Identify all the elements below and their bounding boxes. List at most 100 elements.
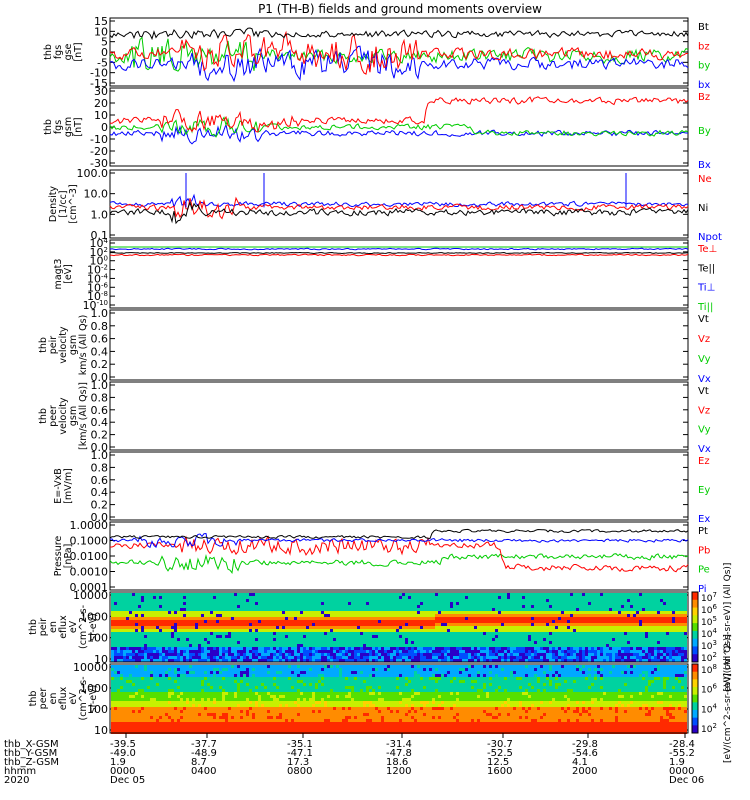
spectrogram-cell	[510, 608, 513, 611]
spectrogram-cell	[135, 698, 138, 701]
spectrogram-cell	[111, 695, 114, 698]
spectrogram-cell	[180, 659, 183, 662]
spectrogram-cell	[387, 638, 390, 641]
spectrogram-cell	[510, 611, 513, 614]
spectrogram-cell	[378, 611, 381, 614]
spectrogram-cell	[540, 617, 543, 620]
spectrogram-cell	[621, 638, 624, 641]
spectrogram-cell	[645, 632, 648, 635]
spectrogram-cell	[453, 626, 456, 629]
spectrogram-cell	[135, 719, 138, 722]
spectrogram-cell	[507, 635, 510, 638]
spectrogram-cell	[117, 656, 120, 659]
spectrogram-cell	[330, 638, 333, 641]
spectrogram-cell	[498, 656, 501, 659]
y-tick-label: 1.0	[91, 208, 109, 221]
spectrogram-cell	[330, 602, 333, 605]
spectrogram-cell	[537, 623, 540, 626]
spectrogram-cell	[459, 656, 462, 659]
spectrogram-cell	[552, 599, 555, 602]
spectrogram-cell	[615, 638, 618, 641]
spectrogram-cell	[627, 629, 630, 632]
spectrogram-cell	[141, 593, 144, 596]
spectrogram-cell	[252, 623, 255, 626]
spectrogram-cell	[192, 632, 195, 635]
spectrogram-cell	[117, 695, 120, 698]
spectrogram-cell	[669, 653, 672, 656]
spectrogram-cell	[345, 650, 348, 653]
spectrogram-cell	[114, 689, 117, 692]
y-axis-label: sr-eV)	[88, 613, 99, 641]
spectrogram-cell	[459, 620, 462, 623]
spectrogram-cell	[426, 641, 429, 644]
spectrogram-cell	[681, 611, 684, 614]
spectrogram-cell	[240, 617, 243, 620]
y-axis-label: peer	[38, 688, 49, 710]
spectrogram-cell	[255, 596, 258, 599]
spectrogram-cell	[195, 626, 198, 629]
spectrogram-cell	[489, 656, 492, 659]
spectrogram-cell	[342, 653, 345, 656]
spectrogram-cell	[189, 617, 192, 620]
spectrogram-cell	[663, 656, 666, 659]
spectrogram-cell	[681, 641, 684, 644]
spectrogram-cell	[369, 656, 372, 659]
spectrogram-cell	[465, 623, 468, 626]
spectrogram-cell	[363, 647, 366, 650]
spectrogram-cell	[423, 617, 426, 620]
spectrogram-cell	[504, 623, 507, 626]
spectrogram-cell	[576, 611, 579, 614]
spectrogram-cell	[144, 680, 147, 683]
spectrogram-cell	[582, 644, 585, 647]
spectrogram-cell	[519, 632, 522, 635]
spectrogram-cell	[684, 635, 687, 638]
spectrogram-cell	[510, 626, 513, 629]
spectrogram-cell	[348, 617, 351, 620]
spectrogram-cell	[162, 632, 165, 635]
spectrogram-cell	[390, 602, 393, 605]
spectrogram-cell	[636, 650, 639, 653]
legend-entry: Bt	[698, 22, 709, 33]
spectrogram-cell	[252, 647, 255, 650]
series-pe	[109, 553, 689, 575]
spectrogram-cell	[348, 632, 351, 635]
spectrogram-cell	[591, 620, 594, 623]
plot-frame	[109, 521, 689, 591]
spectrogram-cell	[564, 656, 567, 659]
spectrogram-cell	[321, 656, 324, 659]
spectrogram-cell	[669, 593, 672, 596]
spectrogram-cell	[465, 644, 468, 647]
spectrogram-cell	[435, 611, 438, 614]
spectrogram-cell	[510, 641, 513, 644]
spectrogram-cell	[516, 605, 519, 608]
spectrogram-cell	[672, 608, 675, 611]
spectrogram-cell	[501, 626, 504, 629]
spectrogram-cell	[138, 716, 141, 719]
spectrogram-cell	[309, 653, 312, 656]
spectrogram-cell	[252, 632, 255, 635]
spectrogram-cell	[282, 611, 285, 614]
spectrogram-cell	[474, 653, 477, 656]
spectrogram-cell	[657, 638, 660, 641]
legend-entry: Te⊥	[697, 244, 717, 255]
spectrogram-cell	[207, 629, 210, 632]
spectrogram-cell	[129, 686, 132, 689]
spectrogram-cell	[360, 656, 363, 659]
spectrogram-cell	[615, 605, 618, 608]
spectrogram-cell	[381, 659, 384, 662]
spectrogram-cell	[444, 602, 447, 605]
spectrogram-cell	[267, 599, 270, 602]
spectrogram-cell	[165, 638, 168, 641]
spectrogram-cell	[114, 641, 117, 644]
spectrogram-cell	[435, 650, 438, 653]
spectrogram-cell	[321, 617, 324, 620]
spectrogram-cell	[117, 686, 120, 689]
spectrogram-cell	[606, 653, 609, 656]
spectrogram-cell	[558, 593, 561, 596]
spectrogram-cell	[489, 614, 492, 617]
spectrogram-cell	[327, 611, 330, 614]
spectrogram-cell	[534, 659, 537, 662]
spectrogram-cell	[636, 608, 639, 611]
spectrogram-cell	[558, 599, 561, 602]
